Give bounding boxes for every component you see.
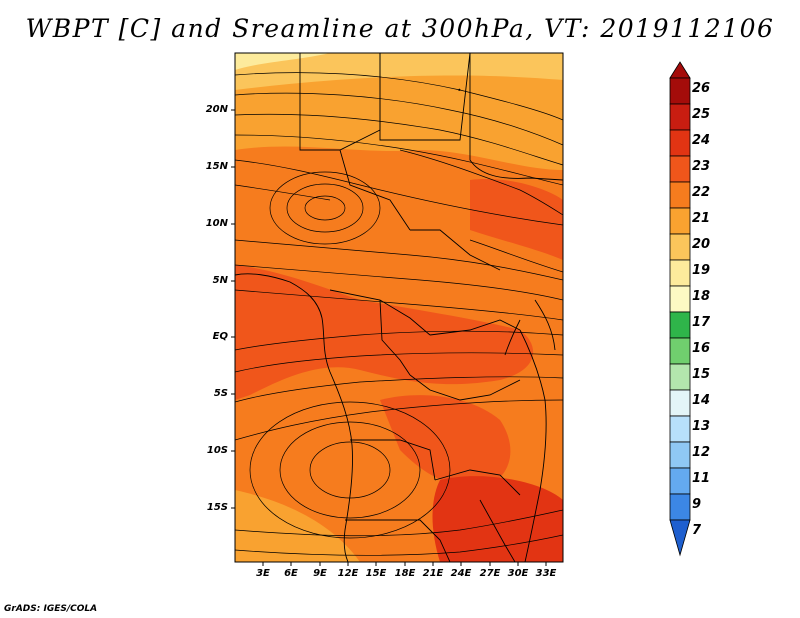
lat-label-5s: 5S: [213, 388, 228, 399]
colorbar-label: 19: [692, 263, 711, 278]
colorbar-swatch: [669, 77, 691, 105]
colorbar-swatch: [669, 337, 691, 365]
colorbar: [669, 61, 691, 557]
colorbar-top-arrow: [669, 61, 691, 79]
colorbar-label: 9: [692, 497, 702, 512]
lat-label-20n: 20N: [205, 104, 228, 115]
country-borders: [235, 53, 563, 562]
lon-label-12e: 12E: [337, 568, 359, 579]
lat-label-5n: 5N: [212, 275, 228, 286]
colorbar-swatch: [669, 363, 691, 391]
colorbar-label: 21: [692, 211, 711, 226]
colorbar-swatch: [669, 285, 691, 313]
lon-label-30e: 30E: [507, 568, 529, 579]
colorbar-swatch: [669, 311, 691, 339]
colorbar-label: 18: [692, 289, 711, 304]
lon-label-15e: 15E: [365, 568, 387, 579]
colorbar-label: 14: [692, 393, 711, 408]
colorbar-swatch: [669, 259, 691, 287]
colorbar-label: 20: [692, 237, 711, 252]
lon-label-33e: 33E: [535, 568, 557, 579]
colorbar-swatch: [669, 155, 691, 183]
colorbar-swatch: [669, 103, 691, 131]
chart-title: WBPT [C] and Sreamline at 300hPa, VT: 20…: [25, 14, 775, 43]
streamlines: [235, 72, 563, 556]
wbpt-field: [235, 53, 563, 562]
lon-label-24e: 24E: [450, 568, 472, 579]
axis-ticks: [231, 109, 547, 566]
colorbar-label: 15: [692, 367, 711, 382]
colorbar-swatch: [669, 207, 691, 235]
colorbar-label: 11: [692, 471, 711, 486]
colorbar-label: 12: [692, 445, 711, 460]
colorbar-label: 26: [692, 81, 711, 96]
colorbar-swatch: [669, 129, 691, 157]
colorbar-label: 16: [692, 341, 711, 356]
colorbar-label: 24: [692, 133, 711, 148]
lon-label-27e: 27E: [479, 568, 501, 579]
colorbar-swatch: [669, 441, 691, 469]
colorbar-label: 25: [692, 107, 711, 122]
lat-label-10s: 10S: [206, 445, 228, 456]
lat-label-15s: 15S: [206, 502, 228, 513]
lat-label-10n: 10N: [205, 218, 228, 229]
lat-label-eq: EQ: [212, 331, 228, 342]
colorbar-swatch: [669, 415, 691, 443]
lon-label-21e: 21E: [422, 568, 444, 579]
colorbar-swatch: [669, 233, 691, 261]
colorbar-label: 7: [692, 523, 702, 538]
lat-label-15n: 15N: [205, 161, 228, 172]
colorbar-bottom-arrow: [669, 519, 691, 557]
colorbar-label: 23: [692, 159, 711, 174]
colorbar-label: 17: [692, 315, 711, 330]
footer-credit: GrADS: IGES/COLA: [4, 604, 98, 614]
lon-label-3e: 3E: [256, 568, 270, 579]
colorbar-label: 22: [692, 185, 711, 200]
colorbar-swatch: [669, 181, 691, 209]
colorbar-swatch: [669, 467, 691, 495]
colorbar-label: 13: [692, 419, 711, 434]
lon-label-6e: 6E: [284, 568, 298, 579]
lon-label-9e: 9E: [313, 568, 327, 579]
colorbar-swatch: [669, 493, 691, 521]
map-frame: [234, 52, 564, 563]
lon-label-18e: 18E: [394, 568, 416, 579]
colorbar-swatch: [669, 389, 691, 417]
